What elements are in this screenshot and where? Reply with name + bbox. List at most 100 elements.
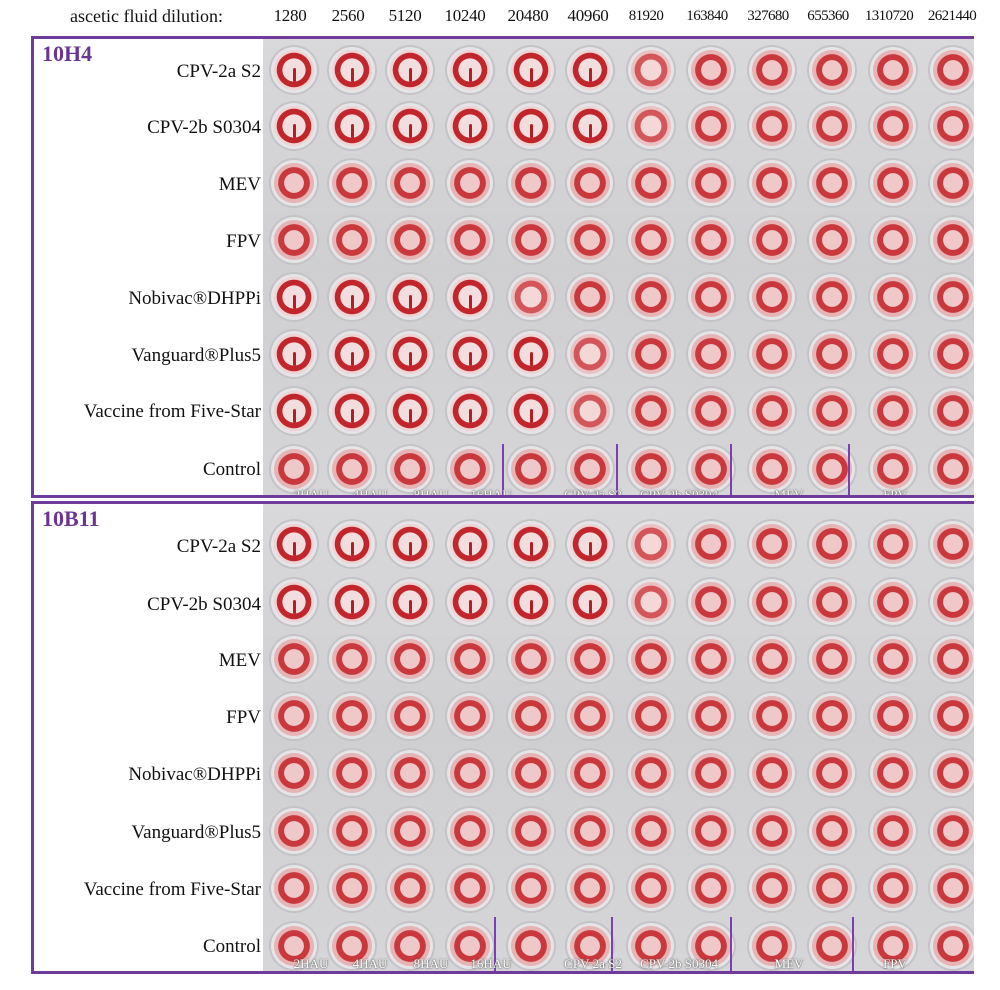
plate-well bbox=[812, 220, 852, 260]
plate-well bbox=[812, 811, 852, 851]
plate-well bbox=[450, 449, 490, 489]
hi-plate: 2HAU 4HAU 8HAU 16HAU CPV-2a S2 CPV-2b S0304 ME… bbox=[263, 504, 974, 971]
plate-well bbox=[390, 163, 430, 203]
plate-well bbox=[332, 811, 372, 851]
plate-well bbox=[812, 334, 852, 374]
plate-well bbox=[332, 106, 372, 146]
plate-well bbox=[390, 582, 430, 622]
plate-well bbox=[511, 334, 551, 374]
control-label: 4HAU bbox=[352, 956, 388, 971]
control-group-divider bbox=[611, 917, 613, 971]
plate-well bbox=[511, 926, 551, 966]
plate-well bbox=[631, 334, 671, 374]
plate-well bbox=[511, 220, 551, 260]
sediment-streak bbox=[529, 124, 533, 138]
sediment-streak bbox=[529, 409, 533, 423]
plate-well bbox=[570, 753, 610, 793]
row-label-nobivac: Nobivac®DHPPi bbox=[128, 764, 261, 785]
plate-well bbox=[873, 220, 913, 260]
plate-well bbox=[570, 696, 610, 736]
sediment-streak bbox=[529, 542, 533, 556]
plate-well bbox=[631, 696, 671, 736]
row-label-cpv-2a-s2: CPV-2a S2 bbox=[176, 536, 261, 557]
plate-well bbox=[631, 106, 671, 146]
dilution-20480: 20480 bbox=[507, 6, 549, 25]
sediment-streak bbox=[529, 600, 533, 614]
row-label-control: Control bbox=[202, 459, 261, 480]
plate-well bbox=[631, 163, 671, 203]
plate-well bbox=[691, 926, 731, 966]
plate-well bbox=[390, 811, 430, 851]
plate-well bbox=[390, 391, 430, 431]
plate-well bbox=[511, 50, 551, 90]
control-label: FPV bbox=[883, 487, 907, 495]
plate-well bbox=[752, 811, 792, 851]
plate-well bbox=[691, 220, 731, 260]
plate-well bbox=[812, 696, 852, 736]
panel-10B11: 2HAU 4HAU 8HAU 16HAU CPV-2a S2 CPV-2b S0304 ME… bbox=[31, 501, 974, 974]
sediment-streak bbox=[588, 600, 592, 614]
plate-well bbox=[332, 220, 372, 260]
sediment-streak bbox=[588, 124, 592, 138]
plate-well bbox=[752, 163, 792, 203]
plate-well bbox=[511, 391, 551, 431]
plate-well bbox=[752, 524, 792, 564]
plate-well bbox=[631, 639, 671, 679]
control-label: 8HAU bbox=[413, 487, 449, 495]
plate-well bbox=[570, 811, 610, 851]
sediment-streak bbox=[292, 542, 296, 556]
plate-well bbox=[691, 582, 731, 622]
plate-well bbox=[570, 106, 610, 146]
plate-well bbox=[691, 277, 731, 317]
control-group-divider bbox=[730, 444, 732, 495]
dilution-2621440: 2621440 bbox=[927, 8, 977, 24]
plate-well bbox=[332, 696, 372, 736]
plate-well bbox=[570, 582, 610, 622]
control-group-divider bbox=[616, 444, 618, 495]
panel-title: 10H4 bbox=[42, 41, 93, 66]
plate-well bbox=[691, 753, 731, 793]
control-group-divider bbox=[848, 444, 850, 495]
plate-well bbox=[274, 106, 314, 146]
control-label: 2HAU bbox=[293, 956, 329, 971]
plate-well bbox=[390, 449, 430, 489]
plate-well bbox=[933, 50, 973, 90]
plate-well bbox=[332, 926, 372, 966]
plate-well bbox=[332, 582, 372, 622]
plate-well bbox=[873, 449, 913, 489]
plate-well bbox=[873, 926, 913, 966]
plate-well bbox=[933, 582, 973, 622]
sediment-streak bbox=[350, 409, 354, 423]
sediment-streak bbox=[468, 409, 472, 423]
control-label: CPV-2b S0304 bbox=[640, 956, 718, 971]
plate-well bbox=[631, 582, 671, 622]
control-label: CPV-2a S2 bbox=[564, 487, 622, 495]
plate-well bbox=[274, 50, 314, 90]
sediment-streak bbox=[588, 68, 592, 82]
plate-well bbox=[570, 334, 610, 374]
plate-well bbox=[812, 106, 852, 146]
sediment-streak bbox=[468, 542, 472, 556]
plate-well bbox=[570, 391, 610, 431]
plate-well bbox=[511, 868, 551, 908]
plate-well bbox=[570, 277, 610, 317]
control-label: MEV bbox=[774, 487, 804, 495]
plate-well bbox=[570, 926, 610, 966]
plate-well bbox=[570, 639, 610, 679]
plate-well bbox=[933, 106, 973, 146]
sediment-streak bbox=[292, 124, 296, 138]
plate-well bbox=[873, 696, 913, 736]
dilution-2560: 2560 bbox=[331, 6, 365, 25]
plate-well bbox=[450, 811, 490, 851]
dilution-1280: 1280 bbox=[273, 6, 307, 25]
row-label-cpv-2b-s0304: CPV-2b S0304 bbox=[147, 117, 261, 138]
sediment-streak bbox=[529, 68, 533, 82]
sediment-streak bbox=[408, 409, 412, 423]
plate-well bbox=[332, 449, 372, 489]
sediment-streak bbox=[408, 352, 412, 366]
plate-well bbox=[873, 391, 913, 431]
sediment-streak bbox=[292, 600, 296, 614]
sediment-streak bbox=[350, 124, 354, 138]
sediment-streak bbox=[529, 352, 533, 366]
plate-well bbox=[390, 926, 430, 966]
